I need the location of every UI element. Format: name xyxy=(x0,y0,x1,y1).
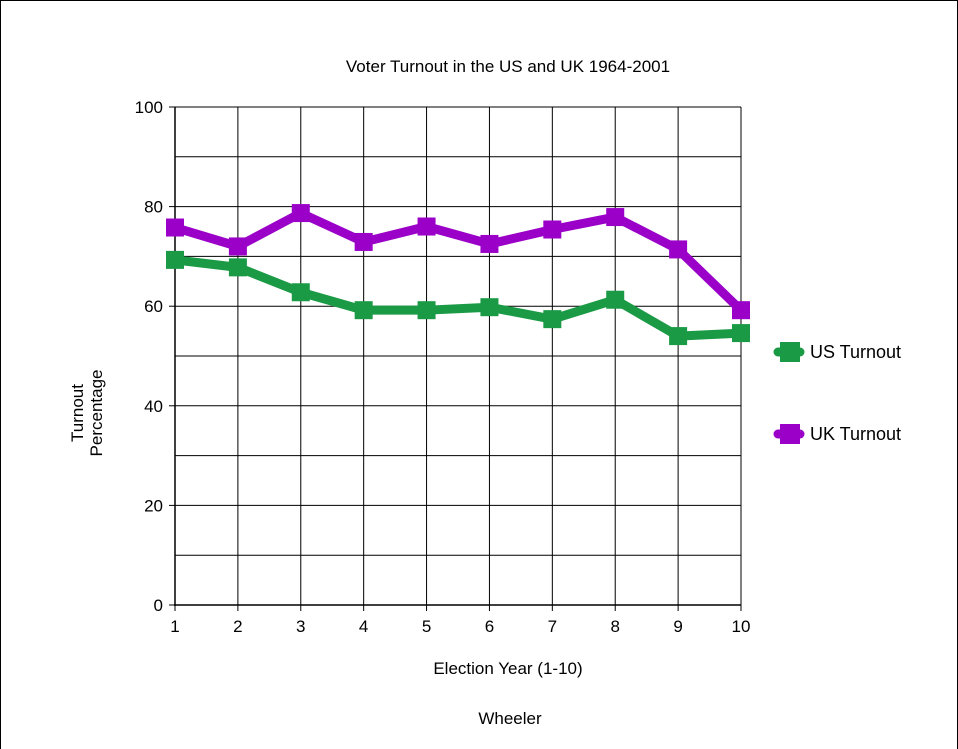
data-point xyxy=(543,310,562,329)
data-point xyxy=(606,290,625,309)
y-tick-label: 40 xyxy=(144,397,163,416)
data-point xyxy=(732,301,750,320)
x-axis-label: Election Year (1-10) xyxy=(433,659,582,678)
x-tick-label: 2 xyxy=(233,617,242,636)
x-tick-label: 10 xyxy=(732,617,751,636)
data-point xyxy=(228,237,247,256)
data-point xyxy=(480,298,499,317)
data-point xyxy=(166,218,184,237)
data-point xyxy=(417,301,436,320)
y-axis-label-line-1: Turnout xyxy=(68,384,87,442)
y-tick-label: 80 xyxy=(144,198,163,217)
legend-marker xyxy=(780,424,800,444)
x-tick-label: 8 xyxy=(610,617,619,636)
data-point xyxy=(543,220,562,239)
x-tick-label: 5 xyxy=(422,617,431,636)
data-point xyxy=(291,204,310,223)
chart-title: Voter Turnout in the US and UK 1964-2001 xyxy=(346,57,670,76)
y-tick-label: 60 xyxy=(144,297,163,316)
series-layer xyxy=(166,204,750,346)
data-point xyxy=(291,283,310,302)
series-line xyxy=(170,255,746,341)
data-point xyxy=(606,208,625,227)
y-tick-label: 20 xyxy=(144,496,163,515)
data-point xyxy=(417,217,436,236)
x-tick-label: 4 xyxy=(359,617,368,636)
x-tick-label: 6 xyxy=(485,617,494,636)
y-axis-label: Turnout Percentage xyxy=(68,370,106,457)
x-tick-label: 9 xyxy=(673,617,682,636)
data-point xyxy=(354,232,373,251)
x-tick-label: 7 xyxy=(548,617,557,636)
data-point xyxy=(732,324,750,343)
series-line xyxy=(170,208,746,315)
legend-marker xyxy=(780,342,800,362)
y-tick-label: 100 xyxy=(135,98,163,117)
data-point xyxy=(354,301,373,320)
data-point xyxy=(480,234,499,253)
x-tick-label: 1 xyxy=(170,617,179,636)
legend: US Turnout UK Turnout xyxy=(773,342,901,444)
y-axis-label-line-2: Percentage xyxy=(87,370,106,457)
footer-author: Wheeler xyxy=(478,709,542,728)
data-point xyxy=(669,240,688,259)
data-point xyxy=(228,258,247,277)
plot-axes: 0 20 40 60 80 100 1 2 3 4 5 6 7 8 9 10 xyxy=(135,98,751,636)
x-tick-label: 3 xyxy=(296,617,305,636)
plot-grid xyxy=(174,106,742,606)
data-point xyxy=(669,327,688,346)
data-point xyxy=(166,250,184,269)
legend-label: US Turnout xyxy=(810,342,901,362)
y-tick-label: 0 xyxy=(154,596,163,615)
legend-label: UK Turnout xyxy=(810,424,901,444)
